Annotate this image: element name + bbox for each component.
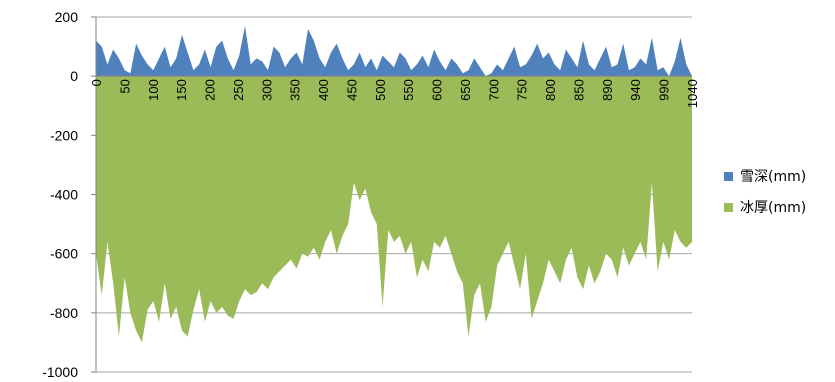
y-tick-labels: 200 0 -200 -400 -600 -800 -1000	[42, 9, 78, 380]
ice-thickness-area	[96, 76, 692, 343]
x-tick-label: 1040	[685, 79, 700, 108]
x-tick-label: 0	[89, 79, 104, 86]
x-tick-label: 200	[203, 79, 218, 101]
x-tick-label: 450	[344, 79, 359, 101]
y-tick-label: 200	[55, 9, 79, 25]
x-tick-label: 250	[231, 79, 246, 101]
x-tick-label: 890	[600, 79, 615, 101]
y-tick-label: -200	[50, 127, 78, 143]
x-tick-labels: 0 50 100 150 200 250 300 350 400 450 500 550 600 650 7…	[89, 79, 700, 108]
y-tick-label: -600	[50, 246, 78, 262]
legend: 雪深(mm) 冰厚(mm)	[724, 169, 806, 216]
y-tick-label: -800	[50, 305, 78, 321]
x-tick-label: 150	[174, 79, 189, 101]
axes	[91, 16, 692, 373]
x-tick-label: 350	[288, 79, 303, 101]
x-tick-label: 400	[316, 79, 331, 101]
x-tick-label: 100	[146, 79, 161, 101]
legend-label-ice-thickness: 冰厚(mm)	[740, 200, 806, 216]
x-tick-label: 600	[430, 79, 445, 101]
x-tick-label: 700	[486, 79, 501, 101]
x-tick-label: 850	[571, 79, 586, 101]
legend-swatch-ice-thickness	[724, 203, 733, 212]
x-tick-label: 990	[657, 79, 672, 101]
y-tick-label: -400	[50, 187, 78, 203]
x-tick-label: 300	[259, 79, 274, 101]
x-tick-label: 940	[628, 79, 643, 101]
y-tick-label: -1000	[42, 364, 78, 380]
x-tick-label: 550	[401, 79, 416, 101]
x-tick-label: 800	[543, 79, 558, 101]
x-tick-label: 50	[117, 79, 132, 93]
snow-depth-area	[96, 25, 692, 77]
legend-swatch-snow-depth	[724, 172, 733, 181]
x-tick-label: 500	[373, 79, 388, 101]
legend-label-snow-depth: 雪深(mm)	[740, 169, 806, 185]
x-tick-label: 650	[458, 79, 473, 101]
y-tick-label: 0	[70, 68, 78, 84]
series-areas	[96, 25, 692, 343]
x-tick-label: 750	[515, 79, 530, 101]
